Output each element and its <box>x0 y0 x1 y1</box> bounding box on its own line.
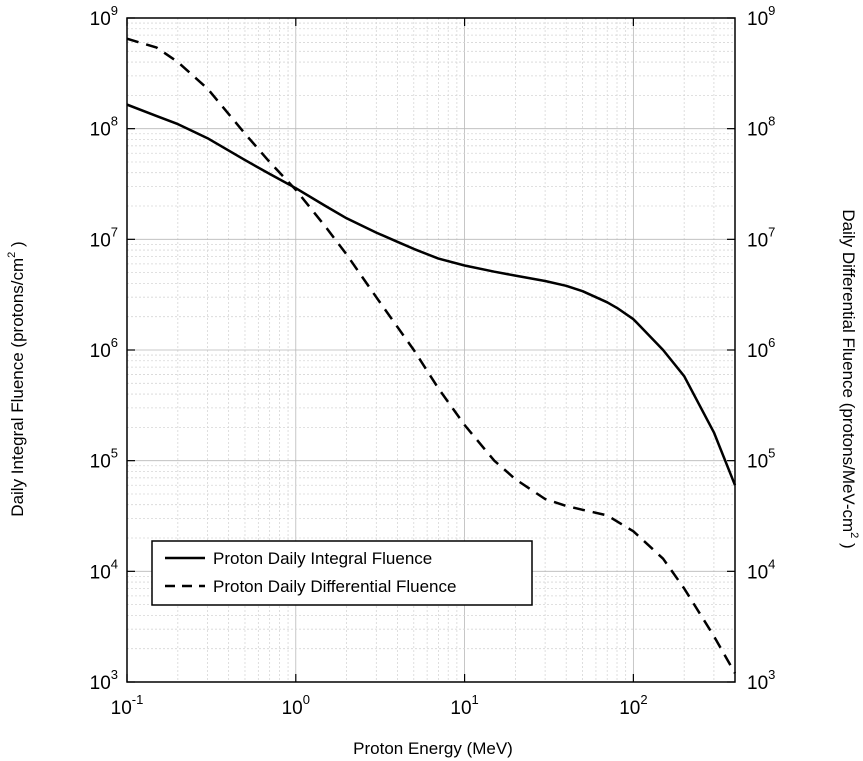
left-axis-title-sup: 2 <box>6 252 18 258</box>
series-line-differential <box>126 37 737 674</box>
x-axis-title: Proton Energy (MeV) <box>353 739 513 758</box>
y-tick-label-left: 108 <box>90 114 118 141</box>
x-tick-label: 10-1 <box>111 692 144 719</box>
right-axis-title-tail: ) <box>839 538 858 548</box>
y-tick-label-right: 104 <box>747 556 775 583</box>
y-tick-label-left: 105 <box>90 446 118 473</box>
x-tick-labels: 10-1 100 101 102 <box>111 692 648 719</box>
right-axis-title: Daily Differential Fluence (protons/MeV-… <box>839 209 860 548</box>
left-axis-title-tail: ) <box>8 241 27 251</box>
y-tick-label-right: 105 <box>747 446 775 473</box>
y-tick-label-right: 106 <box>747 335 775 362</box>
series-line-integral <box>126 103 737 486</box>
legend: Proton Daily Integral Fluence Proton Dai… <box>151 540 533 606</box>
x-tick-label: 102 <box>619 692 647 719</box>
y-tick-label-right: 107 <box>747 224 775 251</box>
y-tick-labels-left: 103 104 105 106 107 108 109 <box>90 3 118 694</box>
left-axis-title-text: Daily Integral Fluence (protons/cm <box>8 258 27 517</box>
right-axis-title-sup: 2 <box>848 532 860 538</box>
y-tick-label-left: 104 <box>90 556 118 583</box>
x-tick-label: 101 <box>450 692 478 719</box>
y-tick-label-left: 107 <box>90 224 118 251</box>
major-ticks <box>126 17 735 683</box>
y-tick-label-left: 106 <box>90 335 118 362</box>
y-tick-label-left: 109 <box>90 3 118 30</box>
x-tick-label: 100 <box>282 692 310 719</box>
legend-box <box>151 540 533 606</box>
y-tick-labels-right: 103 104 105 106 107 108 109 <box>747 3 775 694</box>
y-tick-label-left: 103 <box>90 667 118 694</box>
left-axis-title: Daily Integral Fluence (protons/cm2 ) <box>6 241 27 516</box>
series-layer <box>126 37 737 674</box>
legend-label-differential: Proton Daily Differential Fluence <box>213 577 456 596</box>
y-tick-label-right: 103 <box>747 667 775 694</box>
right-axis-title-text: Daily Differential Fluence (protons/MeV-… <box>839 209 858 532</box>
legend-label-integral: Proton Daily Integral Fluence <box>213 549 432 568</box>
y-tick-label-right: 108 <box>747 114 775 141</box>
y-tick-label-right: 109 <box>747 3 775 30</box>
